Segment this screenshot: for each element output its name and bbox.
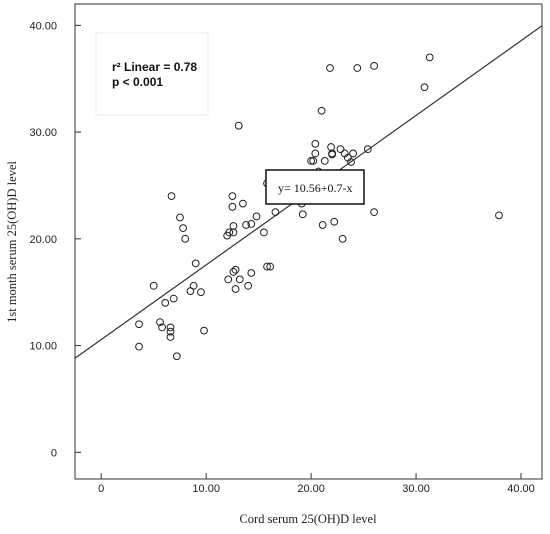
data-point (179, 224, 187, 233)
data-point (166, 323, 175, 332)
data-point (252, 212, 261, 221)
y-tick-label: 0 (51, 447, 57, 459)
data-point (347, 158, 355, 166)
data-point (235, 275, 244, 284)
data-point (231, 285, 240, 293)
x-tick-label: 20.00 (297, 483, 325, 495)
data-point (239, 199, 247, 208)
data-point (189, 281, 198, 290)
data-point (158, 323, 167, 332)
data-point (156, 318, 164, 326)
x-axis-title: Cord serum 25(OH)D level (239, 512, 377, 526)
data-point (266, 262, 275, 271)
data-point (172, 352, 181, 361)
data-point (317, 106, 326, 115)
data-point (330, 217, 339, 226)
data-point (181, 234, 190, 243)
data-point (191, 259, 200, 268)
y-tick-label: 20.00 (29, 234, 57, 246)
x-tick-label: 0 (98, 483, 104, 495)
data-point (135, 320, 143, 329)
data-point (200, 326, 208, 335)
data-point (425, 53, 434, 62)
data-point (311, 149, 320, 158)
data-point (326, 64, 334, 72)
data-point (229, 228, 238, 237)
data-point (370, 208, 378, 217)
data-point (263, 262, 271, 271)
x-tick-label: 40.00 (507, 483, 535, 495)
data-point (224, 275, 233, 284)
y-tick-label: 40.00 (29, 20, 57, 32)
data-point (167, 192, 176, 201)
data-point (320, 157, 329, 165)
data-point (135, 342, 143, 351)
y-axis-title: 1st month serum 25(OH)D level (5, 161, 19, 323)
data-point (247, 269, 256, 277)
data-point (363, 145, 372, 154)
data-point (225, 228, 234, 237)
data-point (228, 202, 237, 211)
data-point (166, 327, 175, 336)
p-value-label: p < 0.001 (112, 75, 163, 89)
data-point (197, 288, 205, 297)
data-point (271, 208, 280, 217)
data-point (169, 294, 178, 303)
data-point (161, 298, 170, 307)
data-point (166, 333, 175, 341)
x-tick-label: 30.00 (402, 483, 430, 495)
data-point (311, 139, 320, 148)
data-point (420, 83, 429, 92)
data-point (247, 219, 256, 228)
y-tick-label: 30.00 (29, 127, 57, 139)
data-point (495, 211, 503, 220)
data-point (259, 228, 268, 237)
data-point (242, 221, 250, 229)
y-tick-label: 10.00 (29, 341, 57, 353)
stats-box (95, 32, 209, 116)
data-point (318, 221, 327, 229)
data-point (244, 281, 253, 290)
axis-ticks: 0 10.00 20.00 30.00 40.00 0 10.00 20.00 30.00 40.… (29, 20, 534, 495)
data-point (328, 150, 337, 159)
data-point (338, 234, 347, 243)
data-point (353, 64, 362, 72)
data-point (234, 121, 243, 130)
r-squared-label: r² Linear = 0.78 (112, 60, 197, 74)
x-tick-label: 10.00 (192, 483, 220, 495)
data-point (229, 268, 238, 276)
equation-label: y= 10.56+0.7-x (278, 181, 353, 195)
data-point (176, 213, 184, 222)
data-point (309, 157, 318, 165)
data-point (228, 192, 237, 201)
data-point (231, 265, 240, 274)
data-point (298, 210, 307, 219)
data-point (370, 62, 378, 70)
data-point (336, 145, 345, 154)
data-point (149, 281, 158, 290)
data-point (307, 157, 316, 165)
data-point (349, 149, 358, 158)
equation-box (265, 169, 365, 205)
